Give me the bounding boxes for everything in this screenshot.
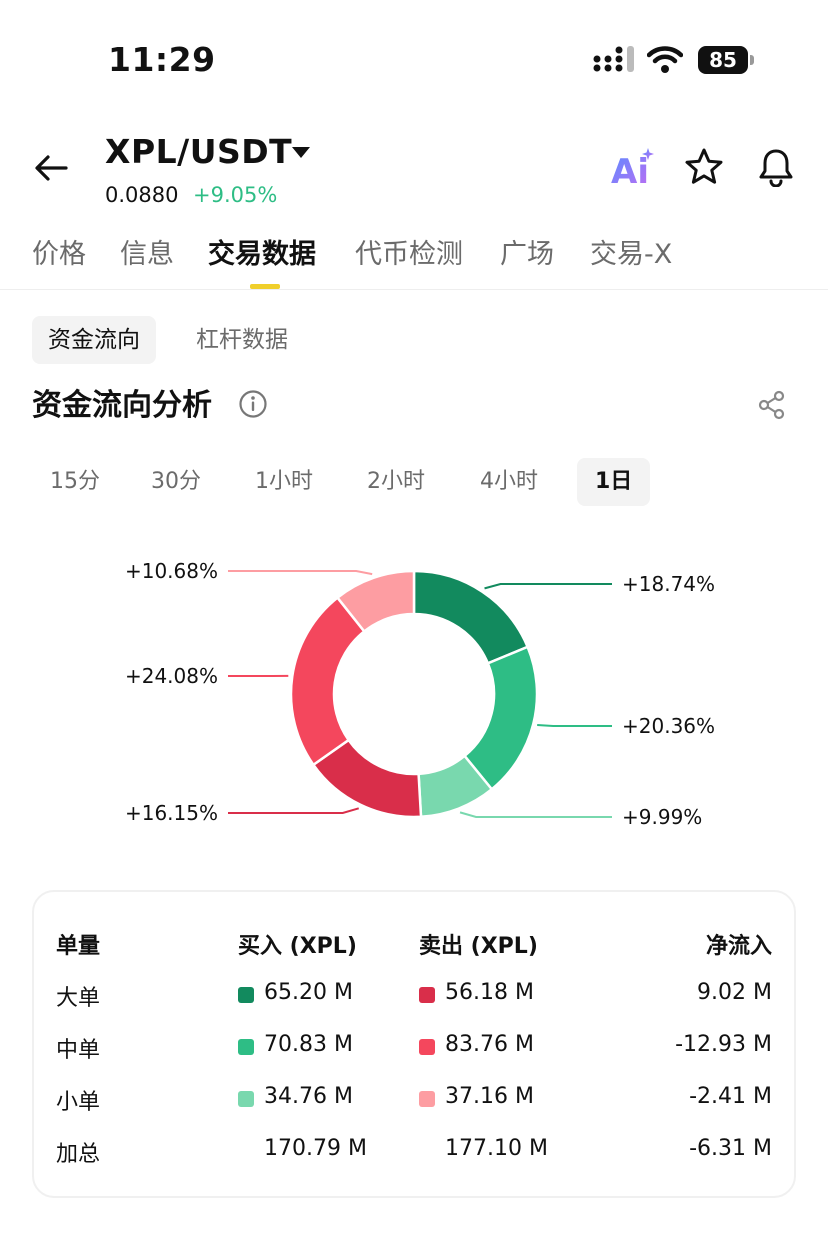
total-net: -6.31 M xyxy=(689,1136,772,1161)
main-tabs: 价格 信息 交易数据 代币检测 广场 交易-X xyxy=(0,222,828,290)
notification-bell-icon[interactable] xyxy=(756,147,796,187)
back-arrow-icon[interactable] xyxy=(30,146,74,190)
row-buy: 34.76 M xyxy=(264,1084,353,1109)
share-icon[interactable] xyxy=(756,389,788,421)
donut-slice-label: +18.74% xyxy=(622,572,715,596)
donut-slice-label: +10.68% xyxy=(125,559,218,583)
donut-slice-label: +16.15% xyxy=(125,801,218,825)
header-net-inflow: 净流入 xyxy=(705,934,772,959)
status-bar: 11:29 85 xyxy=(0,0,828,110)
section-title: 资金流向分析 xyxy=(32,388,212,423)
row-buy: 65.20 M xyxy=(264,980,353,1005)
donut-leader-line xyxy=(484,583,612,590)
tab-square[interactable]: 广场 xyxy=(500,239,554,270)
info-icon[interactable] xyxy=(238,389,268,419)
subtab-fund-flow[interactable]: 资金流向 xyxy=(32,316,156,364)
tab-info[interactable]: 信息 xyxy=(120,239,174,270)
tab-trade-x[interactable]: 交易-X xyxy=(590,239,673,270)
donut-slice xyxy=(289,595,367,767)
header-sell: 卖出 (XPL) xyxy=(419,934,538,959)
row-buy: 70.83 M xyxy=(264,1032,353,1057)
fund-flow-donut-chart: +18.74% +20.36% +9.99% +16.15% +24.08% +10.68… xyxy=(125,559,715,829)
row-label: 中单 xyxy=(56,1038,101,1063)
donut-slice xyxy=(335,569,416,634)
ai-label: Ai xyxy=(611,152,649,188)
row-sell: 83.76 M xyxy=(445,1032,534,1057)
row-net: -2.41 M xyxy=(689,1084,772,1109)
pair-title[interactable]: XPL/USDT xyxy=(105,132,293,171)
small-buy-swatch xyxy=(238,1091,254,1107)
row-sell: 56.18 M xyxy=(445,980,534,1005)
period-1h[interactable]: 1小时 xyxy=(255,469,313,494)
donut-leader-line xyxy=(459,811,612,818)
medium-buy-swatch xyxy=(238,1039,254,1055)
battery-icon: 85 xyxy=(698,46,754,74)
donut-slice-label: +9.99% xyxy=(622,805,702,829)
active-tab-indicator xyxy=(250,284,280,289)
period-2h[interactable]: 2小时 xyxy=(367,469,425,494)
battery-level: 85 xyxy=(698,46,748,74)
cellular-signal-icon xyxy=(593,46,634,72)
donut-slice-label: +20.36% xyxy=(622,714,715,738)
ai-assistant-icon[interactable]: Ai xyxy=(610,146,656,188)
medium-sell-swatch xyxy=(419,1039,435,1055)
fund-flow-table: 单量 买入 (XPL) 卖出 (XPL) 净流入 大单 65.20 M 56.1… xyxy=(32,890,796,1198)
pair-header: XPL/USDT 0.0880 +9.05% Ai xyxy=(0,120,828,220)
battery-cap xyxy=(750,55,754,65)
period-30m[interactable]: 30分 xyxy=(151,469,201,494)
row-net: 9.02 M xyxy=(697,980,772,1005)
tab-price[interactable]: 价格 xyxy=(32,239,86,270)
tab-trading-data[interactable]: 交易数据 xyxy=(208,239,316,270)
row-label: 大单 xyxy=(56,986,101,1011)
donut-leader-line xyxy=(228,570,373,576)
row-sell: 37.16 M xyxy=(445,1084,534,1109)
tab-token-check[interactable]: 代币检测 xyxy=(355,239,463,270)
period-4h[interactable]: 4小时 xyxy=(480,469,538,494)
header-order-size: 单量 xyxy=(56,934,101,959)
total-sell: 177.10 M xyxy=(445,1136,548,1161)
status-time: 11:29 xyxy=(108,40,216,79)
large-sell-swatch xyxy=(419,987,435,1003)
donut-leader-line xyxy=(228,807,360,814)
subtab-leverage-data[interactable]: 杠杆数据 xyxy=(196,327,288,353)
last-price: 0.0880 xyxy=(105,183,179,207)
favorite-star-icon[interactable] xyxy=(684,147,724,187)
header-buy: 买入 (XPL) xyxy=(238,934,357,959)
donut-slice-label: +24.08% xyxy=(125,664,218,688)
period-1d[interactable]: 1日 xyxy=(577,458,651,506)
donut-leader-line xyxy=(537,723,612,727)
total-label: 加总 xyxy=(56,1142,101,1167)
wifi-icon xyxy=(647,46,683,73)
row-net: -12.93 M xyxy=(675,1032,772,1057)
period-15m[interactable]: 15分 xyxy=(50,469,100,494)
small-sell-swatch xyxy=(419,1091,435,1107)
total-buy: 170.79 M xyxy=(264,1136,367,1161)
row-label: 小单 xyxy=(56,1090,101,1115)
caret-down-icon[interactable] xyxy=(290,145,312,161)
large-buy-swatch xyxy=(238,987,254,1003)
price-change: +9.05% xyxy=(193,183,278,207)
